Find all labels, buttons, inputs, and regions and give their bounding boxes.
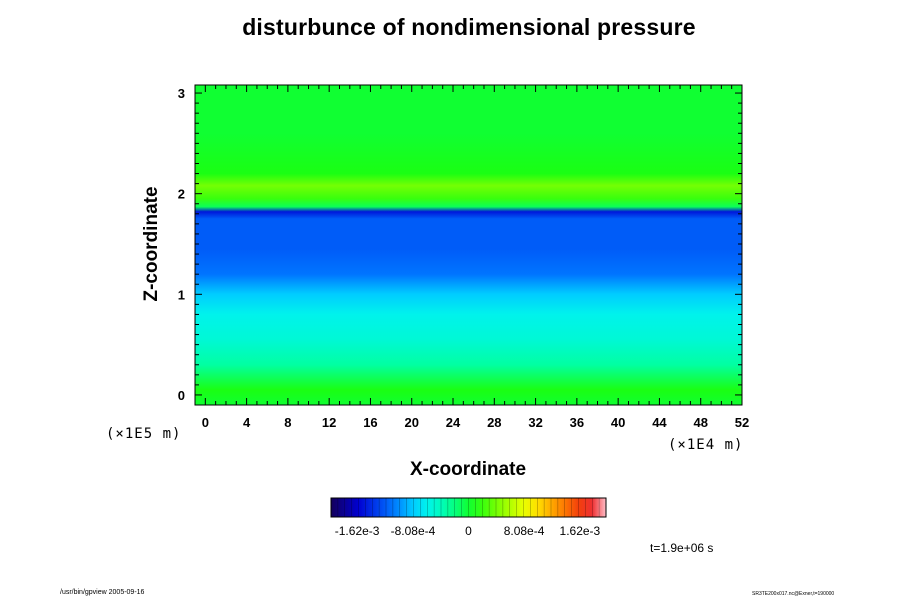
x-tick-label: 16 — [363, 415, 377, 430]
footer-left: /usr/bin/gpview 2005-09-16 — [60, 589, 145, 596]
colorbar-tick-label: 0 — [465, 524, 472, 538]
x-unit-label: (×1E4 m) — [668, 437, 744, 453]
y-tick-label: 2 — [178, 187, 185, 202]
x-tick-label: 28 — [487, 415, 501, 430]
x-tick-label: 0 — [202, 415, 209, 430]
chart-title: disturbunce of nondimensional pressure — [242, 14, 696, 40]
x-tick-label: 40 — [611, 415, 625, 430]
x-tick-label: 52 — [735, 415, 749, 430]
colorbar-tick-label: 8.08e-4 — [504, 524, 545, 538]
colorbar-tick-label: -1.62e-3 — [335, 524, 380, 538]
x-tick-label: 12 — [322, 415, 336, 430]
x-tick-label: 4 — [243, 415, 251, 430]
x-tick-label: 32 — [528, 415, 542, 430]
x-tick-label: 36 — [570, 415, 584, 430]
y-tick-label: 1 — [178, 287, 185, 302]
colorbar-tick-label: 1.62e-3 — [560, 524, 601, 538]
colorbar-frame — [330, 497, 607, 518]
y-axis-label: Z-coordinate — [141, 186, 162, 302]
x-tick-label: 8 — [284, 415, 291, 430]
time-label: t=1.9e+06 s — [650, 541, 714, 555]
y-tick-label: 3 — [178, 86, 185, 101]
footer-right: SR3TE200x017.nc@Exner,t=190000 — [752, 591, 835, 597]
x-axis-label: X-coordinate — [409, 459, 527, 480]
plot-frame — [194, 84, 743, 406]
x-tick-label: 24 — [446, 415, 461, 430]
x-tick-label: 44 — [652, 415, 667, 430]
colorbar-tick-label: -8.08e-4 — [391, 524, 436, 538]
y-unit-label: (×1E5 m) — [106, 426, 182, 442]
x-tick-label: 48 — [693, 415, 707, 430]
x-tick-label: 20 — [405, 415, 419, 430]
y-tick-label: 0 — [178, 388, 185, 403]
heatmap-field — [195, 85, 742, 405]
